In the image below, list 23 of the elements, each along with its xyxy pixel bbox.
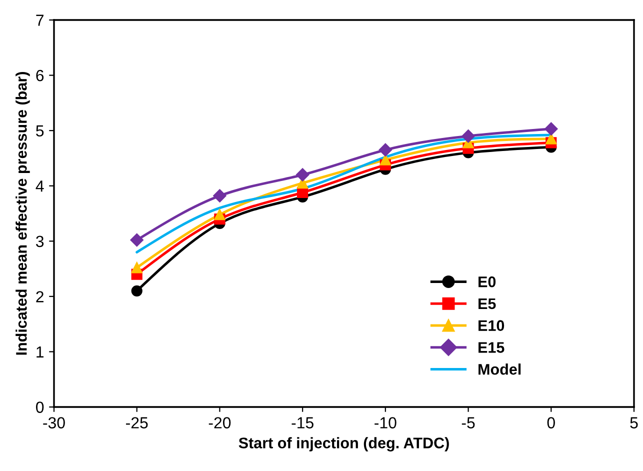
- legend-label: E15: [478, 342, 504, 353]
- x-tick-label: 0: [547, 417, 555, 428]
- x-tick-label: -25: [126, 417, 148, 428]
- x-tick-label: 5: [630, 417, 638, 428]
- legend-label: E5: [478, 298, 496, 310]
- y-tick-label: 3: [36, 236, 44, 248]
- x-tick-label: -20: [208, 417, 231, 428]
- y-tick-label: 4: [36, 180, 44, 192]
- x-tick-label: -5: [462, 417, 475, 428]
- y-tick-label: 5: [36, 125, 44, 137]
- y-tick-label: 2: [36, 291, 44, 302]
- legend-label: E10: [478, 320, 504, 331]
- y-axis-title: Indicated mean effective pressure (bar): [16, 72, 30, 355]
- legend-label: Model: [478, 364, 521, 375]
- y-tick-label: 1: [36, 346, 44, 358]
- x-axis-title: Start of injection (deg. ATDC): [238, 437, 449, 452]
- x-tick-label: -30: [43, 417, 65, 428]
- y-tick-label: 7: [36, 14, 44, 26]
- x-tick-label: -10: [374, 417, 396, 428]
- x-tick-label: -15: [292, 417, 314, 428]
- y-tick-label: 6: [36, 70, 44, 82]
- legend-label: E0: [478, 276, 496, 288]
- y-tick-label: 0: [36, 402, 44, 413]
